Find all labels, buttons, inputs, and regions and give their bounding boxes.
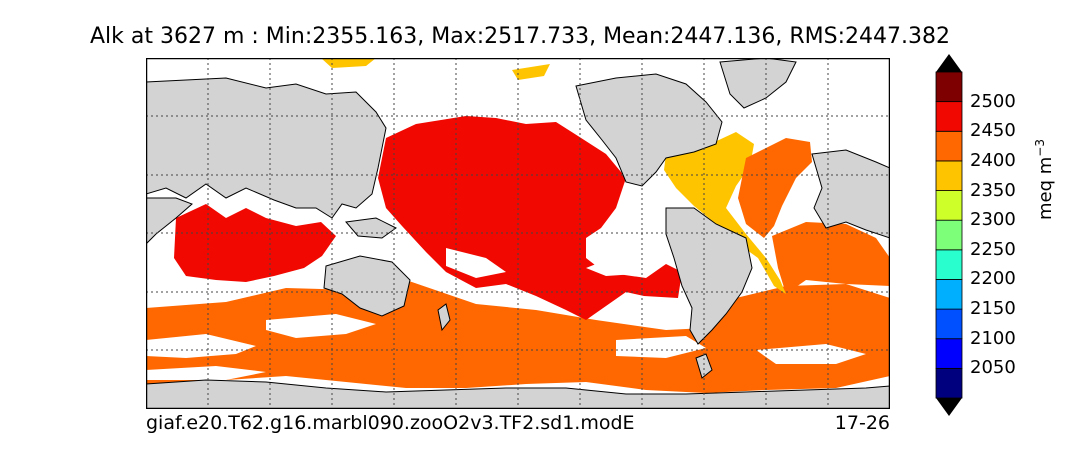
atlantic-2350-field [664,132,786,294]
pacific-gap-1 [446,248,506,278]
case-name-label: giaf.e20.T62.g16.marbl090.zooO2v3.TF2.sd… [146,412,635,434]
units-exponent: −3 [1033,139,1047,157]
colorbar-tick-label: 2200 [970,268,1016,290]
southern-gap-5 [756,344,866,364]
colorbar-swatch [935,219,963,251]
colorbar-extend-max [936,54,962,72]
colorbar-swatch [935,130,963,162]
colorbar-swatch [935,279,963,310]
indian-ocean-2450-field [174,204,336,282]
units-text: meq m [1035,156,1056,220]
antarctic-peninsula-land [695,353,713,379]
colorbar-tick-label: 2350 [970,179,1016,201]
southern-gap-3 [616,336,706,358]
pacific-gap-2 [586,256,646,276]
colorbar-swatch [935,338,963,369]
colorbar-extend-min [936,398,962,416]
colorbar-swatch [935,190,963,221]
alkalinity-map [146,58,890,409]
colorbar-units-label: meq m−3 [1033,139,1056,220]
southern-gap-2 [266,314,376,338]
colorbar-swatch [935,101,963,132]
arctic-2350-patch [321,58,376,68]
new-zealand-land [437,303,451,332]
colorbar-swatches [935,54,963,416]
colorbar-tick-label: 2050 [970,357,1016,379]
colorbar-tick-label: 2450 [970,120,1016,142]
southern-gap-1 [146,334,256,358]
years-label: 17-26 [834,412,890,434]
colorbar-tick-label: 2500 [970,90,1016,112]
labrador-2350-patch [512,64,550,80]
map-gridlines [146,58,890,409]
australia-land [323,255,411,317]
colorbar-tick-label: 2300 [970,209,1016,231]
map-frame [146,58,890,409]
colorbar-swatch [935,249,963,280]
colorbar-tick-label: 2400 [970,149,1016,171]
atlantic-south-2400-field [772,222,890,294]
colorbar-swatch [935,308,963,340]
plot-title: Alk at 3627 m : Min:2355.163, Max:2517.7… [90,24,950,49]
colorbar-tick-label: 2250 [970,238,1016,260]
southern-gap-4 [146,366,266,380]
south-america-land [665,207,753,345]
colorbar: 2050 2100 2150 2200 2250 2300 2350 2400 2450 2500 [930,50,1070,420]
colorbar-tick-label: 2150 [970,298,1016,320]
africa-east-land [811,149,890,239]
indonesia-land [345,217,397,239]
map-panel [146,58,890,409]
colorbar-swatch [935,367,963,399]
colorbar-tick-label: 2100 [970,327,1016,349]
north-america-land [575,73,723,187]
colorbar-swatch [935,71,963,103]
colorbar-swatch [935,160,963,191]
eurasia-land [146,77,387,219]
atlantic-east-2400-field [738,138,812,238]
